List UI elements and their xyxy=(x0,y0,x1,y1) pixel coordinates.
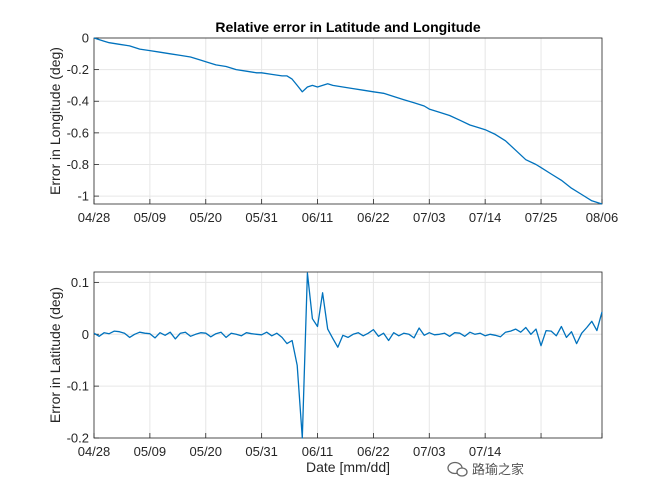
bottom-x-tick-label: 07/14 xyxy=(469,444,502,459)
top-y-tick-label: -0.4 xyxy=(67,94,89,109)
top-x-tick-label: 06/22 xyxy=(357,210,390,225)
top-y-axis-label: Error in Longitude (deg) xyxy=(47,47,63,195)
watermark: 路瑜之家 xyxy=(447,461,524,478)
bottom-y-tick-label: -0.2 xyxy=(67,431,89,446)
top-x-tick-label: 08/06 xyxy=(586,210,619,225)
top-y-tick-label: -0.8 xyxy=(67,157,89,172)
wechat-icon xyxy=(447,461,468,477)
bottom-y-tick-label: 0.1 xyxy=(71,275,89,290)
top-x-tick-label: 07/03 xyxy=(413,210,446,225)
bottom-x-tick-label: 06/11 xyxy=(302,444,334,459)
bottom-y-axis-label: Error in Latitude (deg) xyxy=(47,287,63,423)
bottom-y-tick-label: 0 xyxy=(82,327,89,342)
latitude-error-line xyxy=(93,272,603,439)
top-plot-area xyxy=(93,37,603,205)
longitude-error-chart: 04/28 05/09 05/20 05/31 06/11 06/22 07/03 07/14… xyxy=(47,31,618,226)
top-y-tick-label: 0 xyxy=(82,31,89,46)
top-x-tick-label: 07/14 xyxy=(469,210,502,225)
top-y-tick-label: -0.6 xyxy=(67,125,89,140)
bottom-x-axis-label: Date [mm/dd] xyxy=(306,459,390,475)
top-y-tick-label: -1 xyxy=(77,189,89,204)
top-y-tick-label: -0.2 xyxy=(67,62,89,77)
bottom-x-tick-label: 05/20 xyxy=(189,444,222,459)
top-x-tick-label: 04/28 xyxy=(78,210,111,225)
top-x-tick-label: 06/11 xyxy=(302,210,334,225)
bottom-x-tick-label: 06/22 xyxy=(357,444,390,459)
watermark-text: 路瑜之家 xyxy=(472,462,524,478)
figure-title: Relative error in Latitude and Longitude xyxy=(215,19,480,35)
top-x-tick-label: 05/09 xyxy=(134,210,167,225)
top-x-tick-label: 07/25 xyxy=(525,210,558,225)
top-x-tick-label: 05/31 xyxy=(245,210,278,225)
bottom-x-tick-label: 04/28 xyxy=(78,444,111,459)
top-x-tick-label: 05/20 xyxy=(189,210,222,225)
bottom-x-tick-label: 05/09 xyxy=(134,444,167,459)
latitude-error-chart: 04/28 05/09 05/20 05/31 06/11 06/22 07/03 07/14… xyxy=(47,271,603,475)
longitude-error-line xyxy=(93,37,603,205)
bottom-plot-area xyxy=(93,271,603,439)
bottom-x-tick-label: 05/31 xyxy=(245,444,278,459)
bottom-x-tick-label: 07/03 xyxy=(413,444,446,459)
bottom-y-tick-label: -0.1 xyxy=(67,379,89,394)
